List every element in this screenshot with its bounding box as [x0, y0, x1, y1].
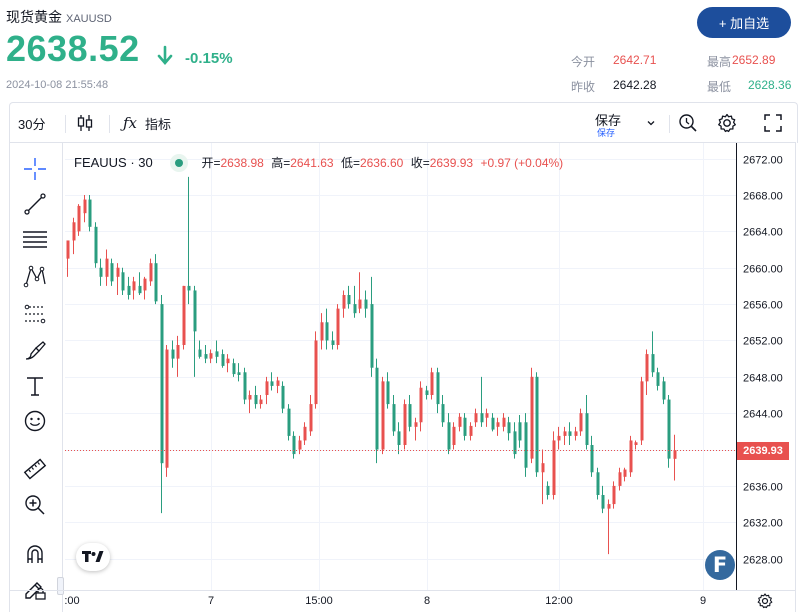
text-tool[interactable] — [22, 373, 48, 399]
zoom-in-icon — [25, 495, 45, 515]
candles-icon — [77, 115, 93, 131]
fx-icon: ƒx — [123, 114, 138, 132]
stat-prev-close: 昨收 2642.28 — [571, 78, 656, 95]
fullscreen-icon — [764, 114, 782, 132]
legend-high-label: 高= — [271, 156, 291, 171]
stat-value: 2642.28 — [613, 78, 657, 92]
trendline-icon — [24, 193, 46, 215]
legend-low: 2636.60 — [359, 156, 404, 171]
tradingview-logo[interactable] — [76, 543, 110, 571]
magnet-tool[interactable] — [22, 541, 48, 567]
chart-toolbar: 30分 ƒx 指标 保存 — [9, 102, 798, 143]
stat-label: 今开 — [571, 55, 596, 69]
save-button[interactable]: 保存 — [595, 112, 622, 128]
legend-close-label: 收= — [410, 156, 430, 171]
interval-button[interactable]: 30分 — [18, 116, 46, 132]
stat-value: 2652.89 — [732, 53, 776, 67]
symbol-code: XAUUSD — [66, 13, 112, 25]
settings-button[interactable] — [716, 103, 738, 143]
brush-tool[interactable] — [22, 338, 48, 364]
crosshair-icon — [24, 158, 46, 180]
crosshair-tool[interactable] — [22, 156, 48, 182]
legend-change: +0.97 (+0.04%) — [480, 156, 564, 171]
trendline-tool[interactable] — [22, 191, 48, 217]
text-icon — [27, 377, 43, 396]
save-sub-label: 保存 — [597, 128, 616, 138]
current-price: 2638.52 — [6, 28, 140, 69]
tv-logo-icon — [82, 551, 104, 562]
ohlc-legend: FEAUUS · 30 开=2638.98 高=2641.63 低=2636.6… — [74, 154, 563, 174]
gear-icon — [718, 113, 736, 133]
price-change: -0.15% — [185, 50, 233, 67]
axis-settings-button[interactable] — [756, 592, 774, 615]
chart-frame — [9, 142, 796, 612]
legend-low-label: 低= — [340, 156, 360, 171]
stat-open: 今开 2642.71 — [571, 53, 656, 70]
legend-close: 2639.93 — [429, 156, 474, 171]
pattern-icon — [23, 265, 46, 288]
brand-f-badge[interactable]: F — [705, 550, 735, 580]
lock-drawings-tool[interactable] — [22, 576, 48, 602]
legend-open-label: 开= — [201, 156, 221, 171]
magnet-icon — [27, 545, 43, 563]
stat-label: 最高 — [707, 55, 732, 69]
fib-icon — [24, 304, 46, 324]
legend-high: 2641.63 — [290, 156, 334, 171]
sidebar-collapse-handle[interactable] — [57, 577, 64, 595]
lock-pencil-icon — [25, 582, 46, 600]
legend-symbol: FEAUUS · 30 — [74, 155, 153, 171]
last-price-label: 2639.93 — [737, 441, 789, 460]
drawing-toolbar — [10, 143, 63, 612]
horizontal-lines-icon — [23, 231, 47, 248]
emoji-tool[interactable] — [22, 408, 48, 434]
add-watchlist-button[interactable]: + 加自选 — [697, 7, 791, 38]
indicators-label: 指标 — [145, 116, 172, 132]
ruler-icon — [23, 458, 47, 480]
gear-icon — [757, 593, 773, 609]
fib-tool[interactable] — [22, 301, 48, 327]
toolbar-divider — [109, 115, 110, 133]
stat-value: 2642.71 — [613, 53, 657, 67]
brush-icon — [25, 341, 46, 360]
toolbar-divider — [669, 115, 670, 133]
horizontal-lines-tool[interactable] — [22, 227, 48, 253]
down-arrow-icon — [157, 45, 173, 65]
alert-button[interactable] — [677, 103, 699, 143]
symbol-name: 现货黄金 — [6, 9, 62, 25]
stat-value: 2628.36 — [748, 78, 792, 92]
legend-open: 2638.98 — [220, 156, 264, 171]
stat-label: 最低 — [707, 80, 732, 94]
chevron-down-icon — [647, 121, 655, 126]
search-alert-icon — [679, 114, 697, 132]
toolbar-divider — [65, 115, 66, 133]
market-status-dot — [170, 154, 189, 172]
candle-type-button[interactable] — [75, 103, 95, 143]
pattern-tool[interactable] — [22, 263, 48, 289]
zoom-in-tool[interactable] — [22, 492, 48, 518]
stat-low: 最低 2628.36 — [707, 78, 791, 95]
stat-label: 昨收 — [571, 80, 596, 94]
ruler-tool[interactable] — [22, 456, 48, 482]
stat-high: 最高 2652.89 — [707, 53, 775, 70]
save-dropdown[interactable] — [646, 103, 656, 143]
indicators-button[interactable]: ƒx 指标 — [123, 103, 171, 143]
fullscreen-button[interactable] — [763, 103, 783, 143]
emoji-icon — [24, 410, 46, 432]
symbol-title: 现货黄金 XAUUSD — [6, 7, 112, 27]
timestamp: 2024-10-08 21:55:48 — [6, 79, 109, 91]
